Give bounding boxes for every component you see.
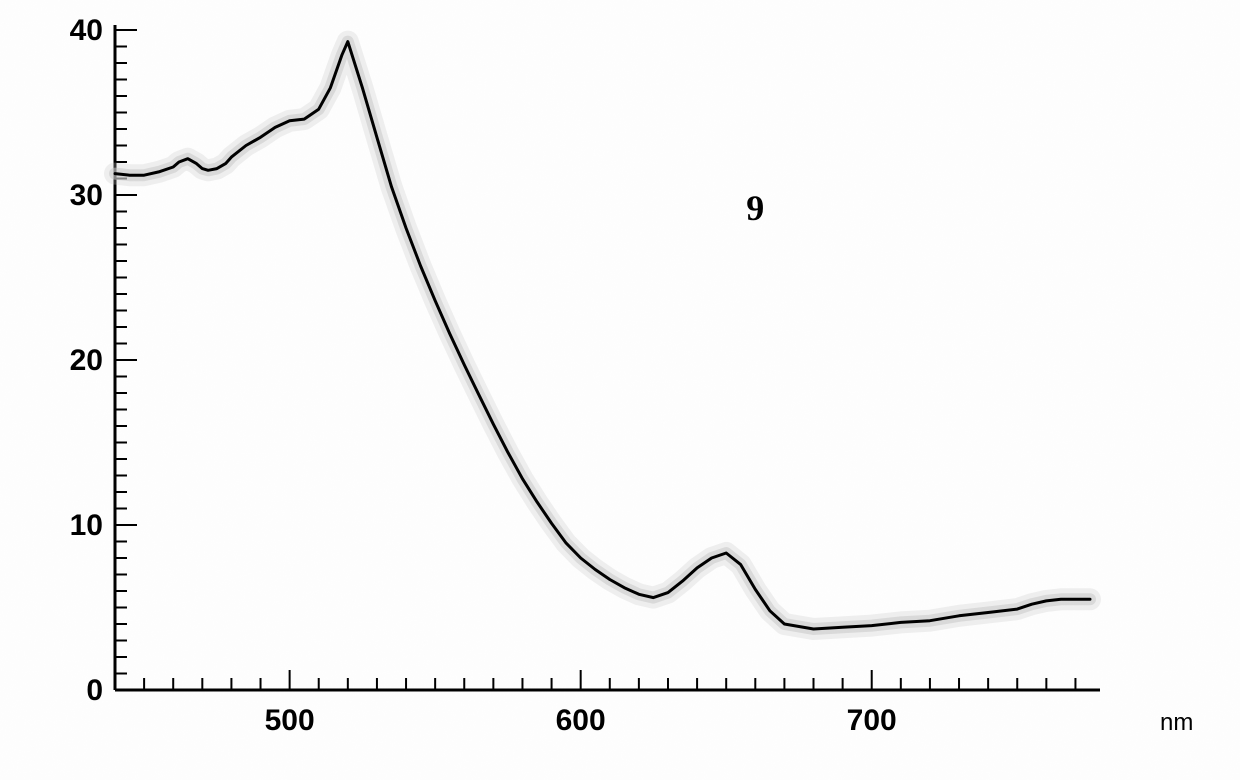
y-tick-label: 0: [86, 674, 103, 707]
y-tick-label: 10: [70, 509, 103, 542]
y-tick-label: 40: [70, 14, 103, 47]
y-tick-label: 20: [70, 344, 103, 377]
x-tick-label: 700: [847, 704, 897, 737]
x-tick-label: 600: [556, 704, 606, 737]
annotation: 9: [746, 188, 764, 228]
y-tick-label: 30: [70, 179, 103, 212]
figure-annotation: 9: [746, 188, 764, 228]
x-tick-label: 500: [265, 704, 315, 737]
x-unit-label: nm: [1160, 709, 1193, 736]
spectrum-chart: 0 10 20 30 40 500 600 700 nm 9: [0, 0, 1240, 780]
